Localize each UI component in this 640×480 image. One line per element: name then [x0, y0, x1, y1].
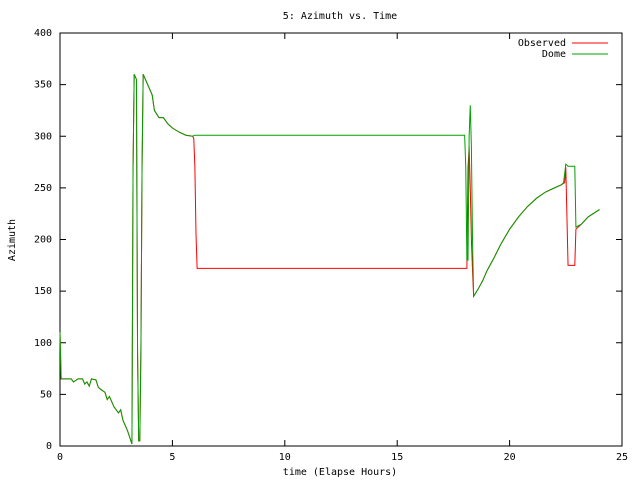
y-tick-label: 200 — [34, 235, 52, 246]
y-tick-label: 400 — [34, 28, 52, 39]
legend-label: Observed — [518, 38, 566, 49]
x-tick-label: 10 — [279, 452, 291, 463]
y-tick-label: 350 — [34, 80, 52, 91]
legend-label: Dome — [542, 49, 566, 60]
plot-frame — [59, 32, 623, 447]
x-tick-label: 25 — [616, 452, 628, 463]
data-line — [59, 74, 600, 445]
x-tick-label: 20 — [504, 452, 516, 463]
y-tick-label: 50 — [40, 389, 52, 400]
y-tick-label: 0 — [46, 441, 52, 452]
y-tick-label: 100 — [34, 338, 52, 349]
y-tick-label: 150 — [34, 286, 52, 297]
y-tick-label: 300 — [34, 131, 52, 142]
x-tick-label: 15 — [391, 452, 403, 463]
x-tick-label: 5 — [169, 452, 175, 463]
x-tick-label: 0 — [57, 452, 63, 463]
x-axis-label: time (Elapse Hours) — [283, 467, 397, 478]
chart-title: 5: Azimuth vs. Time — [283, 11, 397, 22]
y-axis-label: Azimuth — [7, 219, 18, 261]
y-tick-label: 250 — [34, 183, 52, 194]
